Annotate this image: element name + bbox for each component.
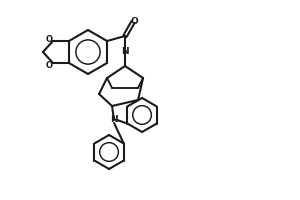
Text: O: O <box>130 17 138 25</box>
Text: O: O <box>45 34 52 44</box>
Text: N: N <box>121 47 129 56</box>
Text: N: N <box>110 116 118 124</box>
Text: O: O <box>45 60 52 70</box>
